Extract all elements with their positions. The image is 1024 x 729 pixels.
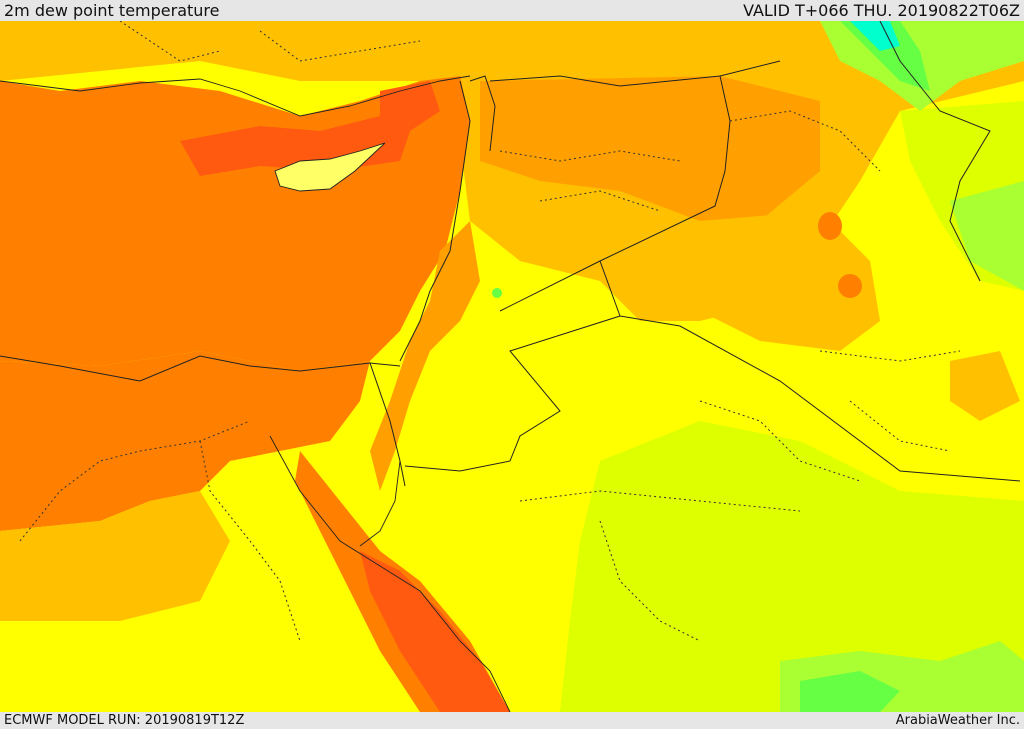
cyprus-island [275,143,385,191]
ne-green [840,21,930,91]
syria-orange-zone [480,76,820,221]
saudi-yellow-green [560,421,1024,712]
red-sea-dark [360,551,510,712]
map-canvas [0,21,1024,712]
egypt-light-orange [0,491,230,621]
south-green [800,671,900,712]
levant-coast [370,221,480,491]
iraq-orange [660,211,880,351]
dead-sea-spot [492,288,502,298]
country-borders [0,21,1021,487]
iran-green [950,181,1024,291]
model-run: ECMWF MODEL RUN: 20190819T12Z [4,713,245,728]
ne-cyan [850,21,900,51]
coastlines [0,75,511,712]
credit: ArabiaWeather Inc. [895,713,1020,728]
sea-dark-patch-2 [380,81,440,131]
lake-tharthar [818,212,842,240]
admin-borders [19,21,961,642]
valid-time: VALID T+066 THU. 20190822T06Z [743,1,1020,20]
egypt-orange [0,351,370,531]
map-header: 2m dew point temperature VALID T+066 THU… [0,0,1024,21]
gulf-orange [950,351,1020,421]
map-title: 2m dew point temperature [4,1,220,20]
lake-razzaza [838,274,862,298]
map-footer: ECMWF MODEL RUN: 20190819T12Z ArabiaWeat… [0,712,1024,729]
dew-point-map[interactable] [0,21,1024,712]
